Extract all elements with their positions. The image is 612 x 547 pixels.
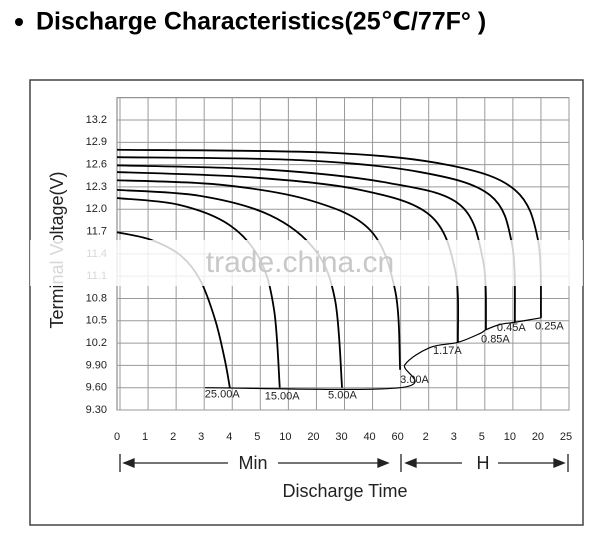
x-group-label: H bbox=[477, 453, 490, 473]
curve-label: 5.00A bbox=[328, 390, 357, 402]
y-tick-label: 12.9 bbox=[86, 136, 107, 148]
x-tick-label: 60 bbox=[392, 431, 404, 443]
y-tick-label: 9.30 bbox=[86, 404, 107, 416]
curve-label: 0.45A bbox=[497, 322, 526, 334]
x-tick-label: 25 bbox=[560, 431, 572, 443]
x-tick-label: 10 bbox=[504, 431, 516, 443]
watermark-bg bbox=[30, 240, 583, 286]
x-tick-label: 0 bbox=[114, 431, 120, 443]
frame bbox=[29, 79, 584, 526]
x-tick-label: 20 bbox=[532, 431, 544, 443]
x-tick-label: 30 bbox=[335, 431, 347, 443]
discharge-curve bbox=[116, 148, 542, 318]
x-axis-label: Discharge Time bbox=[282, 481, 407, 501]
curve-label: 3.00A bbox=[400, 374, 429, 386]
range-arrows bbox=[119, 454, 569, 472]
x-tick-label: 2 bbox=[423, 431, 429, 443]
watermark: trade.china.cn bbox=[206, 246, 394, 279]
chart-title: Discharge Characteristics(25℃/77F° ) bbox=[36, 8, 486, 36]
y-tick-label: 12.6 bbox=[86, 159, 107, 171]
x-group-label: Min bbox=[238, 453, 267, 473]
x-tick-label: 5 bbox=[254, 431, 260, 443]
y-tick-label: 10.2 bbox=[86, 337, 107, 349]
x-tick-label: 4 bbox=[226, 431, 232, 443]
curve-label: 0.25A bbox=[535, 321, 564, 333]
curve-label: 1.17A bbox=[433, 345, 462, 357]
curve-label: 25.00A bbox=[205, 389, 241, 401]
y-tick-label: 13.2 bbox=[86, 114, 107, 126]
discharge-curve bbox=[116, 179, 402, 370]
x-tick-label: 3 bbox=[451, 431, 457, 443]
x-tick-label: 2 bbox=[170, 431, 176, 443]
x-tick-label: 1 bbox=[142, 431, 148, 443]
y-tick-label: 9.60 bbox=[86, 382, 107, 394]
plot-area: 13.212.912.612.312.011.711.411.110.810.5… bbox=[86, 97, 572, 443]
x-tick-label: 3 bbox=[198, 431, 204, 443]
cutoff-line bbox=[205, 317, 542, 390]
curve-label: 15.00A bbox=[265, 391, 301, 403]
bullet bbox=[15, 18, 23, 26]
x-tick-label: 5 bbox=[479, 431, 485, 443]
y-tick-label: 11.7 bbox=[86, 225, 107, 237]
y-tick-label: 10.5 bbox=[86, 315, 107, 327]
y-tick-label: 9.90 bbox=[86, 359, 107, 371]
x-tick-label: 10 bbox=[279, 431, 291, 443]
watermark-band: trade.china.cn bbox=[30, 240, 583, 286]
curve-label: 0.85A bbox=[481, 334, 510, 346]
discharge-curve bbox=[116, 197, 281, 388]
y-tick-label: 12.3 bbox=[86, 181, 107, 193]
y-tick-label: 12.0 bbox=[86, 203, 107, 215]
x-tick-label: 40 bbox=[363, 431, 375, 443]
y-tick-label: 10.8 bbox=[86, 292, 107, 304]
discharge-curve bbox=[116, 189, 343, 388]
x-tick-label: 20 bbox=[307, 431, 319, 443]
